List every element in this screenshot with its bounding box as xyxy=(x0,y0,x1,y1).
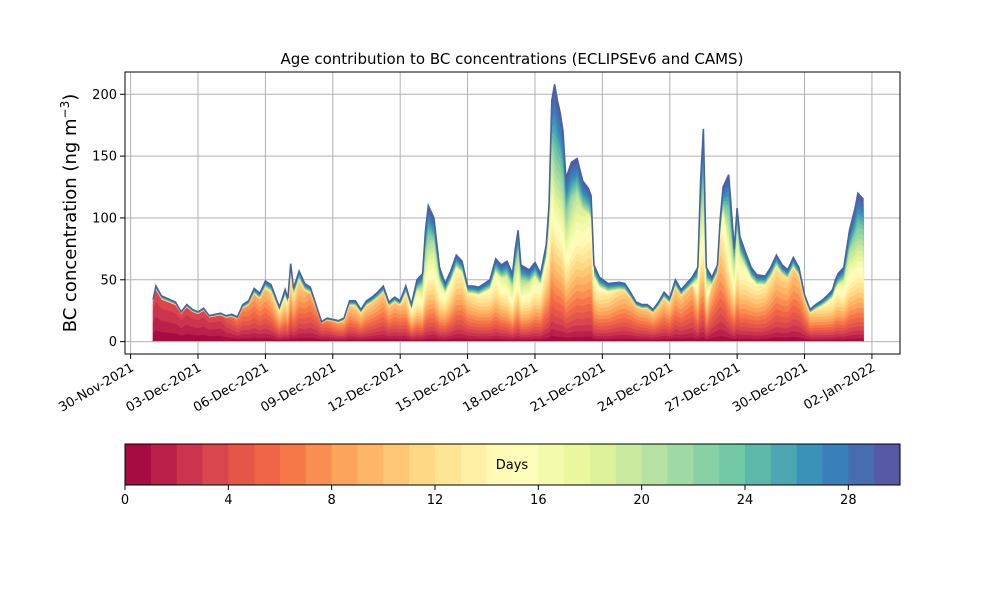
colorbar-label: Days xyxy=(496,458,529,473)
y-axis-ticks: 0 50 100 150 200 xyxy=(92,88,125,350)
colorbar-bin xyxy=(150,444,178,485)
colorbar-bin xyxy=(176,444,203,485)
colorbar-bin xyxy=(745,444,772,485)
total-outline xyxy=(152,84,865,324)
chart-title: Age contribution to BC concentrations (E… xyxy=(281,50,744,68)
colorbar-bin xyxy=(538,444,565,485)
colorbar-bin xyxy=(125,444,152,485)
y-axis-label-main: BC concentration (ng m xyxy=(60,118,81,332)
colorbar-bin xyxy=(512,444,539,485)
colorbar-bin xyxy=(202,444,229,485)
colorbar-ticks: 0 4 8 12 16 20 24 28 xyxy=(121,485,857,508)
y-axis-label: BC concentration (ng m−3) xyxy=(58,94,81,333)
colorbar-bin xyxy=(564,444,591,485)
colorbar-bin xyxy=(254,444,281,485)
colorbar-tick-label: 24 xyxy=(737,493,754,508)
colorbar xyxy=(124,443,901,486)
colorbar-bin xyxy=(822,444,849,485)
colorbar-bin xyxy=(874,444,901,485)
plot-frame xyxy=(124,71,901,355)
colorbar-bin xyxy=(641,444,668,485)
x-tick-label: 15-Dec-2021 xyxy=(393,360,473,415)
x-tick-label: 18-Dec-2021 xyxy=(461,360,541,415)
colorbar-bin xyxy=(460,444,488,485)
colorbar-bin xyxy=(435,444,462,485)
colorbar-bin xyxy=(280,444,307,485)
y-tick-label: 0 xyxy=(109,335,117,350)
colorbar-bin xyxy=(667,444,694,485)
colorbar-tick-label: 16 xyxy=(530,493,547,508)
x-tick-label: 30-Nov-2021 xyxy=(56,360,136,415)
colorbar-bin xyxy=(331,444,358,485)
colorbar-bin xyxy=(848,444,875,485)
y-axis-label-exponent: −3 xyxy=(58,101,72,119)
colorbar-tick-label: 0 xyxy=(121,493,129,508)
colorbar-bin xyxy=(409,444,436,485)
colorbar-tick-label: 12 xyxy=(427,493,444,508)
colorbar-bin xyxy=(305,444,333,485)
y-tick-label: 50 xyxy=(100,273,117,288)
colorbar-bin xyxy=(357,444,384,485)
x-tick-label: 03-Dec-2021 xyxy=(124,360,204,415)
y-tick-label: 100 xyxy=(92,211,117,226)
colorbar-bin xyxy=(615,444,643,485)
x-tick-label: 24-Dec-2021 xyxy=(595,360,675,415)
colorbar-tick-label: 20 xyxy=(633,493,650,508)
colorbar-bin xyxy=(770,444,798,485)
colorbar-bin xyxy=(693,444,720,485)
colorbar-bin xyxy=(228,444,255,485)
colorbar-tick-label: 28 xyxy=(840,493,857,508)
y-tick-label: 200 xyxy=(92,88,117,103)
colorbar-bin xyxy=(719,444,746,485)
colorbar-bin xyxy=(383,444,410,485)
colorbar-tick-label: 8 xyxy=(328,493,336,508)
colorbar-frame xyxy=(124,443,901,486)
x-tick-label: 12-Dec-2021 xyxy=(326,360,406,415)
y-axis-label-close: ) xyxy=(60,94,81,101)
x-tick-label: 02-Jan-2022 xyxy=(801,360,878,413)
x-tick-label: 09-Dec-2021 xyxy=(258,360,338,415)
colorbar-bin xyxy=(796,444,823,485)
colorbar-tick-label: 4 xyxy=(224,493,232,508)
colorbar-bin xyxy=(486,444,513,485)
colorbar-bin xyxy=(590,444,617,485)
stacked-area-series xyxy=(152,84,865,343)
x-axis-ticks: 30-Nov-202103-Dec-202106-Dec-202109-Dec-… xyxy=(56,354,878,416)
y-tick-label: 150 xyxy=(92,150,117,165)
x-tick-label: 21-Dec-2021 xyxy=(528,360,608,415)
x-tick-label: 06-Dec-2021 xyxy=(191,360,271,415)
x-tick-label: 27-Dec-2021 xyxy=(663,360,743,415)
x-tick-label: 30-Dec-2021 xyxy=(730,360,810,415)
